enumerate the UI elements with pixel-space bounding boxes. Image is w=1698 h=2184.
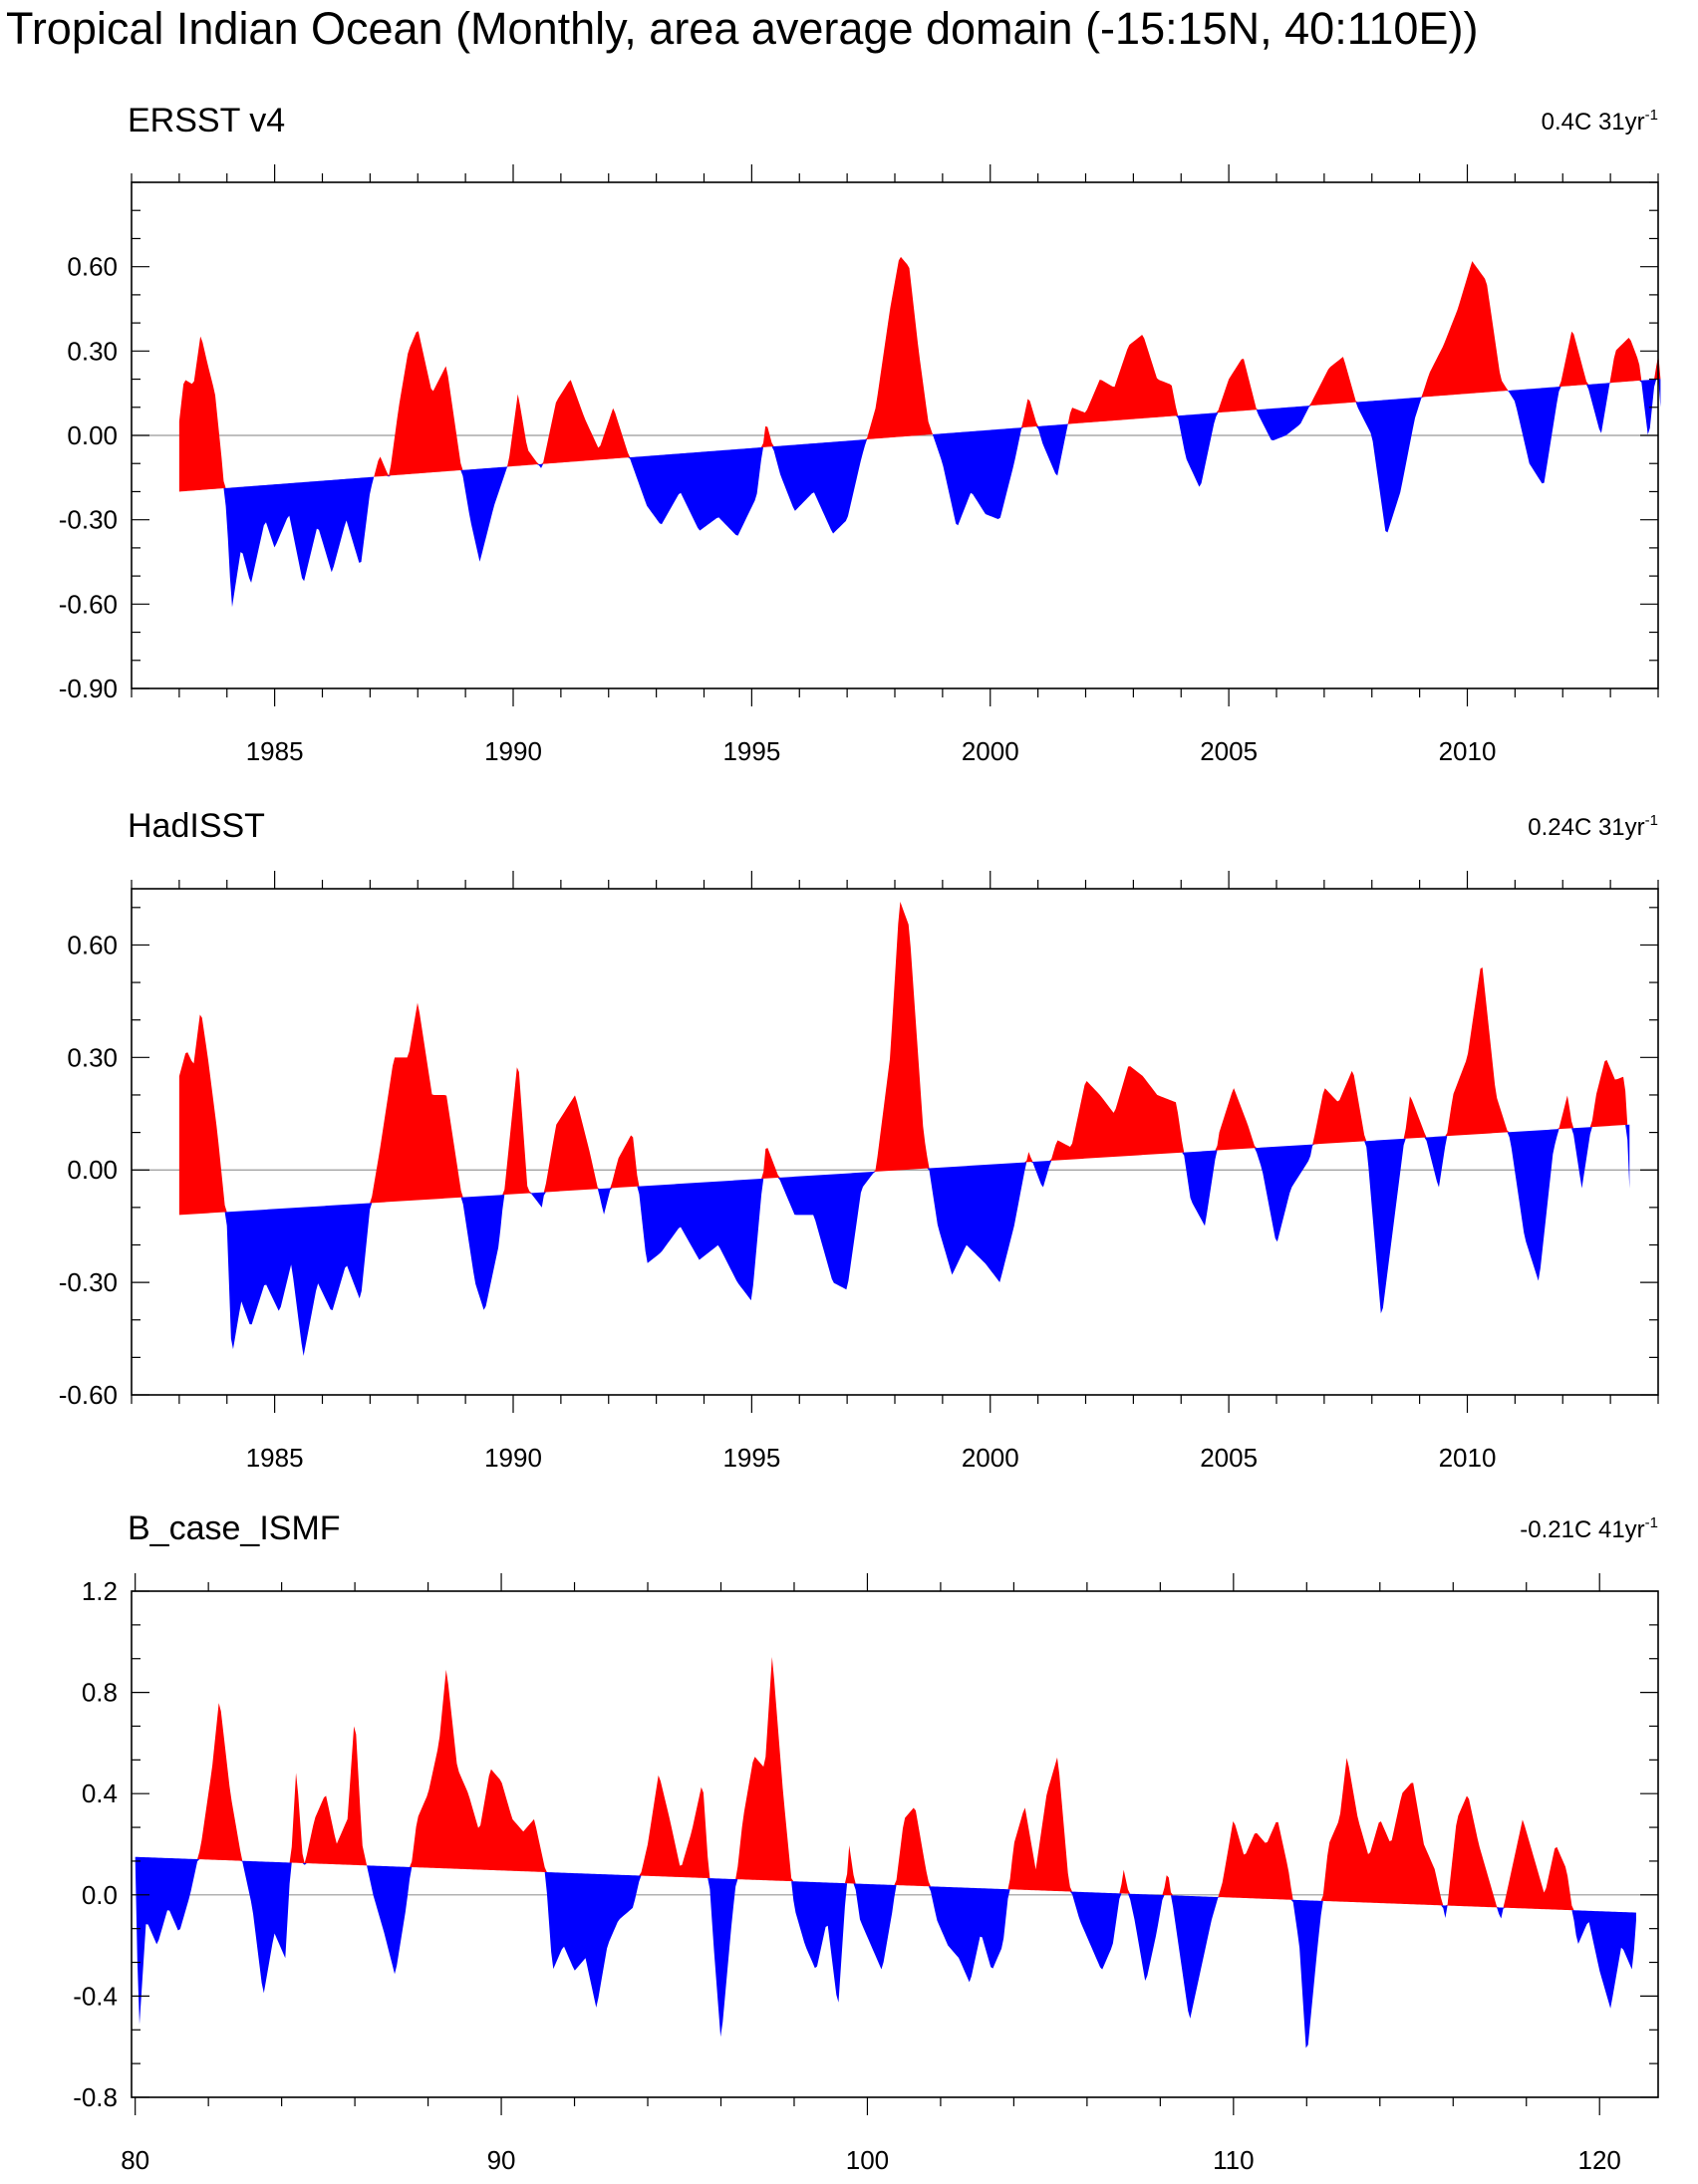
positive-area <box>178 256 1661 492</box>
x-tick-label: 110 <box>1213 2145 1254 2175</box>
x-tick-label: 2005 <box>1200 736 1258 766</box>
trend-label: -0.21C 41yr-1 <box>1520 1514 1658 1543</box>
x-tick-label: 90 <box>487 2145 516 2175</box>
x-tick-label: 2010 <box>1439 736 1497 766</box>
negative-area <box>178 1124 1630 1356</box>
y-tick-label: -0.8 <box>73 2082 118 2112</box>
y-tick-label: 0.30 <box>67 1042 118 1072</box>
y-tick-label: 0.0 <box>82 1880 118 1910</box>
y-tick-label: -0.90 <box>59 674 118 703</box>
x-tick-label: 1990 <box>484 1443 542 1473</box>
plot-area: -0.90 -0.60 -0.30 0.00 0.30 0.60 1985 1990 1995 2… <box>59 164 1661 766</box>
x-tick-label: 2000 <box>962 1443 1019 1473</box>
panel-title: ERSST v4 <box>128 102 285 139</box>
y-tick-label: -0.4 <box>73 1981 118 2011</box>
y-tick-label: 0.60 <box>67 930 118 959</box>
plot-area: -0.8 -0.4 0.0 0.4 0.8 1.2 80 90 100 110 120 <box>73 1573 1659 2175</box>
figure-title: Tropical Indian Ocean (Monthly, area ave… <box>6 3 1478 54</box>
y-tick-label: -0.30 <box>59 1267 118 1297</box>
x-tick-label: 120 <box>1578 2145 1621 2175</box>
panel-ersst: ERSST v4 0.4C 31yr-1 -0.90 -0.60 -0.30 0.00… <box>59 102 1661 766</box>
panel-title: B_case_ISMF <box>128 1509 341 1547</box>
panel-hadisst: HadISST 0.24C 31yr-1 -0.60 -0.30 0.00 0.30 0… <box>59 807 1659 1473</box>
x-tick-label: 1990 <box>484 736 542 766</box>
panel-b-case-ismf: B_case_ISMF -0.21C 41yr-1 -0.8 -0.4 0.0 0.4… <box>73 1509 1659 2175</box>
trend-label: 0.4C 31yr-1 <box>1542 107 1658 136</box>
x-tick-label: 2000 <box>962 736 1019 766</box>
y-tick-label: 0.4 <box>82 1778 118 1808</box>
y-tick-label: 0.8 <box>82 1678 118 1708</box>
x-tick-label: 1985 <box>246 1443 304 1473</box>
y-tick-label: 1.2 <box>82 1576 118 1606</box>
positive-area <box>178 902 1630 1216</box>
x-tick-label: 2005 <box>1200 1443 1258 1473</box>
trend-label: 0.24C 31yr-1 <box>1528 812 1658 841</box>
y-tick-label: -0.30 <box>59 505 118 535</box>
x-tick-label: 2010 <box>1439 1443 1497 1473</box>
negative-area <box>135 1856 1636 2048</box>
y-tick-label: 0.00 <box>67 420 118 450</box>
x-tick-label: 80 <box>121 2145 149 2175</box>
y-tick-label: -0.60 <box>59 589 118 619</box>
positive-area <box>135 1656 1636 1913</box>
x-tick-label: 1985 <box>246 736 304 766</box>
plot-area: -0.60 -0.30 0.00 0.30 0.60 1985 1990 1995 2000 20… <box>59 871 1659 1473</box>
x-tick-label: 1995 <box>722 1443 780 1473</box>
x-tick-label: 1995 <box>722 736 780 766</box>
y-tick-label: 0.30 <box>67 336 118 366</box>
x-tick-label: 100 <box>846 2145 889 2175</box>
plot-frame <box>131 1590 1659 2098</box>
y-tick-label: 0.00 <box>67 1155 118 1185</box>
panel-title: HadISST <box>128 807 265 845</box>
y-tick-label: 0.60 <box>67 252 118 282</box>
negative-area <box>178 379 1661 608</box>
y-tick-label: -0.60 <box>59 1380 118 1410</box>
